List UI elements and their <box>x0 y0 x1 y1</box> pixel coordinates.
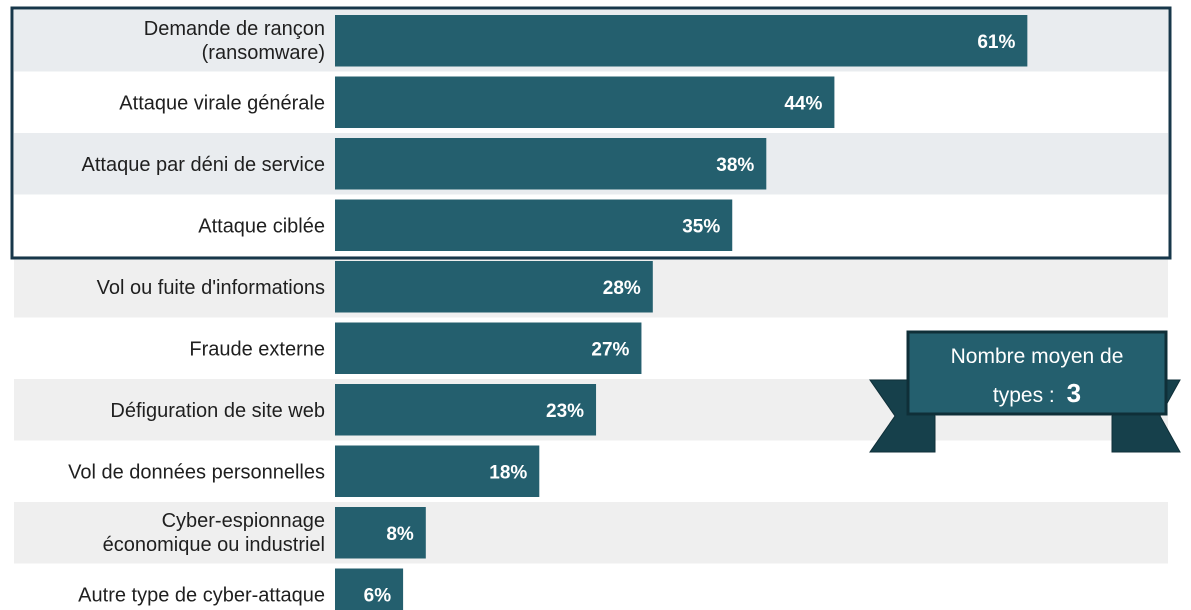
bar-value-label: 35% <box>682 216 720 237</box>
bar <box>335 76 835 128</box>
bar <box>335 445 540 497</box>
category-label: Vol ou fuite d'informations <box>97 277 325 299</box>
category-label-line: Demande de rançon <box>144 18 325 40</box>
bar-value-label: 38% <box>716 155 754 176</box>
category-label: Attaque ciblée <box>198 215 325 237</box>
category-label-line: économique ou industriel <box>103 534 325 556</box>
value-labels: 61% 44% 38% 35% 28% 27% 23% 18% 8% 6% <box>364 32 1016 607</box>
bar <box>335 261 653 313</box>
category-label: Autre type de cyber-attaque <box>78 584 325 606</box>
category-label-line: Cyber-espionnage <box>162 510 325 532</box>
highlight-box <box>10 6 1172 260</box>
category-label: Cyber-espionnage économique ou industriel <box>103 510 325 556</box>
badge-types-label: types : <box>993 384 1055 407</box>
badge-average-value: 3 <box>1067 378 1081 408</box>
bar <box>335 138 767 190</box>
category-label: Demande de rançon (ransomware) <box>144 18 325 64</box>
bar-value-label: 23% <box>546 401 584 422</box>
category-label: Défiguration de site web <box>110 400 325 422</box>
category-label: Attaque par déni de service <box>82 154 326 176</box>
bar-value-label: 27% <box>591 339 629 360</box>
category-label: Vol de données personnelles <box>68 461 325 483</box>
bar-value-label: 28% <box>603 278 641 299</box>
average-types-badge: Nombre moyen de types : 3 <box>869 330 1181 453</box>
bar-value-label: 8% <box>386 524 414 545</box>
bar <box>335 568 404 610</box>
badge-line-2: types : 3 <box>993 378 1081 408</box>
category-label: Fraude externe <box>189 338 325 360</box>
badge-banner <box>906 330 1168 416</box>
bar <box>335 15 1028 67</box>
bar <box>335 507 426 559</box>
bar-value-label: 61% <box>977 32 1015 53</box>
category-label: Attaque virale générale <box>119 92 325 114</box>
badge-line-1: Nombre moyen de <box>951 345 1124 368</box>
bars <box>335 15 1028 610</box>
bar <box>335 199 733 251</box>
bar-value-label: 44% <box>784 93 822 114</box>
row-band <box>14 502 1168 564</box>
category-labels: Demande de rançon (ransomware) Attaque vir… <box>68 18 325 607</box>
bar-value-label: 18% <box>489 462 527 483</box>
bar <box>335 322 642 374</box>
bar <box>335 384 597 436</box>
bar-value-label: 6% <box>364 585 392 606</box>
category-label-line: (ransomware) <box>202 42 325 64</box>
